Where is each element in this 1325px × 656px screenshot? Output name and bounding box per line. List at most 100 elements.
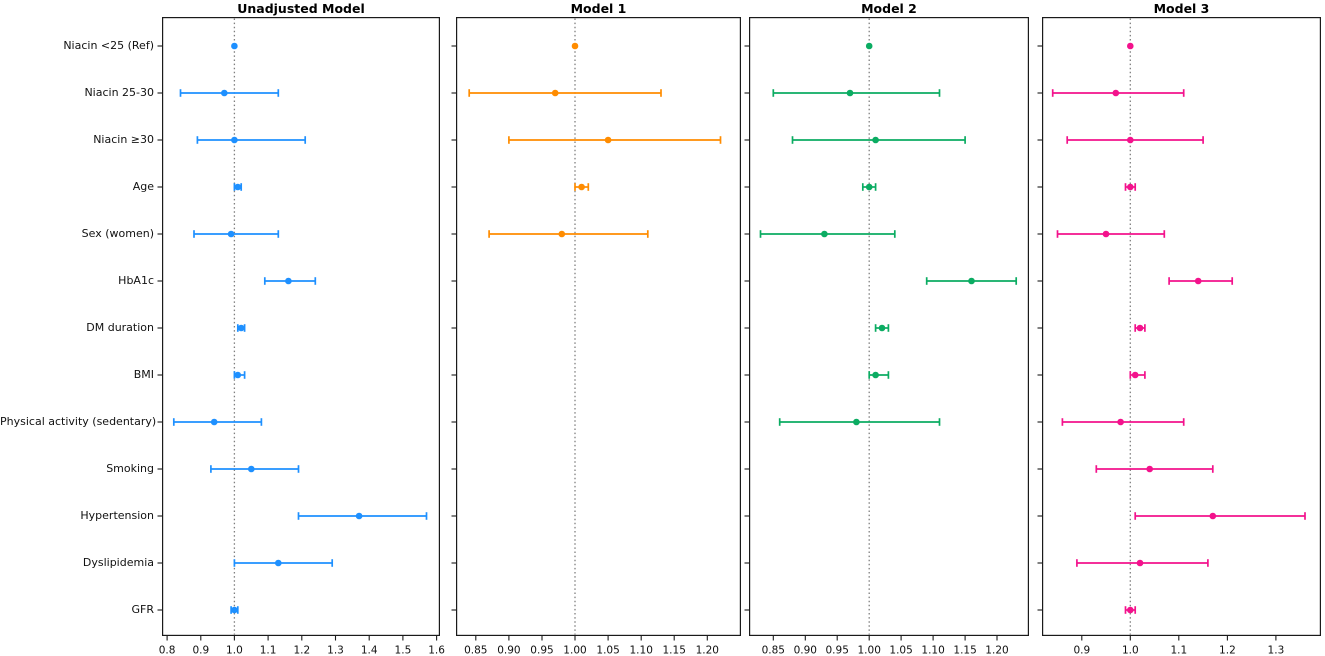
point-estimate-marker	[821, 230, 828, 238]
forest-row	[1124, 183, 1137, 191]
x-tick-label: 0.90	[794, 645, 817, 656]
forest-row	[233, 371, 246, 379]
point-estimate-marker	[234, 371, 242, 379]
x-tick-label: 1.1	[1170, 645, 1187, 656]
forest-row	[468, 89, 662, 97]
forest-row	[172, 418, 263, 426]
point-estimate-marker	[968, 277, 975, 285]
x-tick-label: 0.9	[192, 645, 209, 656]
point-estimate-marker	[865, 183, 873, 191]
point-estimate-marker	[865, 42, 873, 50]
x-tick-label: 0.9	[1073, 645, 1090, 656]
forest-row	[868, 371, 890, 379]
point-estimate-marker	[1136, 324, 1144, 332]
x-tick-label: 1.15	[663, 645, 686, 656]
x-tick-label: 1.10	[630, 645, 653, 656]
row-label: Dyslipidemia	[82, 556, 154, 569]
panel-border	[162, 17, 440, 636]
forest-row	[791, 136, 966, 144]
forest-row	[759, 230, 896, 238]
point-estimate-marker	[237, 324, 245, 332]
point-estimate-marker	[1194, 277, 1202, 285]
forest-row	[778, 418, 941, 426]
forest-row	[230, 606, 239, 614]
forest-row	[231, 42, 238, 50]
forest-row	[1124, 606, 1137, 614]
x-tick-label: 1.2	[1219, 645, 1236, 656]
point-estimate-marker	[231, 136, 238, 144]
point-estimate-marker	[275, 559, 282, 567]
x-tick-label: 0.90	[497, 645, 520, 656]
forest-row	[925, 277, 1018, 285]
point-estimate-marker	[231, 606, 238, 614]
forest-row	[1134, 324, 1146, 332]
x-tick-label: 1.15	[953, 645, 976, 656]
point-estimate-marker	[234, 183, 242, 191]
forest-row	[263, 277, 317, 285]
point-estimate-marker	[1131, 371, 1139, 379]
forest-row	[1076, 559, 1209, 567]
panel-title-model-2: Model 2	[861, 1, 917, 16]
forest-row	[210, 465, 300, 473]
row-label: GFR	[131, 603, 155, 616]
x-tick-label: 0.85	[762, 645, 785, 656]
x-tick-label: 1.0	[1122, 645, 1139, 656]
x-tick-label: 1.5	[395, 645, 412, 656]
row-label: Niacin ≥30	[93, 133, 154, 146]
forest-row	[508, 136, 722, 144]
x-tick-label: 1.3	[1268, 645, 1285, 656]
row-label: BMI	[133, 368, 154, 381]
x-tick-label: 1.3	[327, 645, 344, 656]
forest-row	[571, 42, 579, 50]
x-tick-label: 1.20	[696, 645, 719, 656]
forest-row	[193, 230, 280, 238]
panel-unadjusted-model: 0.8 0.9 1.0 1.1 1.2 1.3 1.4 1.5 1.6	[157, 17, 445, 656]
row-label: Age	[132, 180, 154, 193]
panel-border	[456, 17, 741, 636]
point-estimate-marker	[210, 418, 218, 426]
point-estimate-marker	[285, 277, 292, 285]
forest-row	[233, 183, 243, 191]
point-estimate-marker	[853, 418, 860, 426]
panel-title-unadjusted-model: Unadjusted Model	[237, 1, 365, 16]
panel-model-2: 0.85 0.90 0.95 1.00 1.05 1.10 1.15 1.20	[744, 17, 1029, 656]
point-estimate-marker	[872, 136, 879, 144]
point-estimate-marker	[551, 89, 559, 97]
point-estimate-marker	[1127, 136, 1134, 144]
point-estimate-marker	[231, 42, 238, 50]
point-estimate-marker	[1127, 606, 1134, 614]
x-tick-label: 1.05	[596, 645, 619, 656]
x-tick-label: 1.0	[226, 645, 243, 656]
point-estimate-marker	[1127, 183, 1134, 191]
point-estimate-marker	[1209, 512, 1217, 520]
forest-row	[196, 136, 307, 144]
point-estimate-marker	[846, 89, 854, 97]
point-estimate-marker	[878, 324, 886, 332]
panel-title-model-3: Model 3	[1153, 1, 1210, 16]
row-label: Niacin <25 (Ref)	[63, 39, 154, 52]
forest-row	[236, 324, 246, 332]
forest-row	[1051, 89, 1185, 97]
forest-row	[865, 42, 873, 50]
x-tick-label: 1.00	[858, 645, 881, 656]
x-tick-label: 1.00	[563, 645, 586, 656]
x-tick-label: 1.2	[293, 645, 310, 656]
forest-row	[1127, 42, 1134, 50]
forest-row	[488, 230, 649, 238]
row-label: Sex (women)	[81, 227, 154, 240]
point-estimate-marker	[558, 230, 566, 238]
x-tick-label: 1.05	[889, 645, 912, 656]
x-tick-label: 0.95	[530, 645, 553, 656]
point-estimate-marker	[1112, 89, 1120, 97]
x-tick-label: 1.20	[985, 645, 1008, 656]
forest-row	[1061, 418, 1185, 426]
forest-row	[1066, 136, 1204, 144]
panel-model-1: 0.85 0.90 0.95 1.00 1.05 1.10 1.15 1.20	[451, 17, 741, 656]
panel-border	[1042, 17, 1321, 636]
point-estimate-marker	[221, 89, 228, 97]
point-estimate-marker	[872, 371, 879, 379]
row-label: Physical activity (sedentary)	[0, 415, 157, 428]
point-estimate-marker	[248, 465, 255, 473]
forest-row	[1129, 371, 1146, 379]
